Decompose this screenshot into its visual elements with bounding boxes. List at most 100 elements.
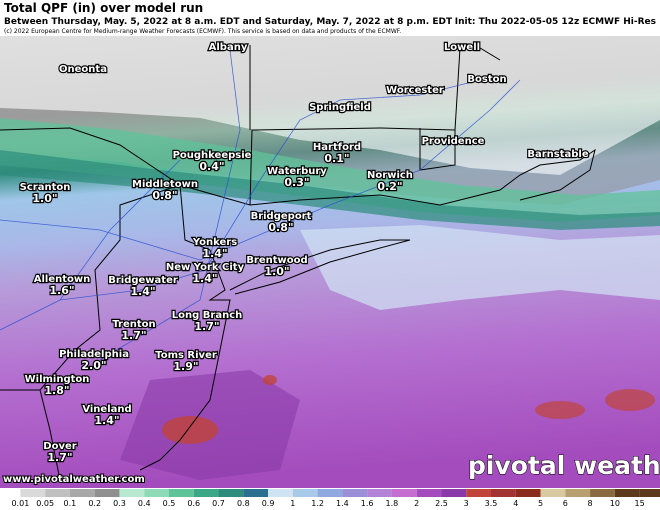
colorbar-swatch bbox=[94, 489, 120, 497]
qpf-amount: 0.8" bbox=[152, 189, 177, 202]
colorbar-label: 0.9 bbox=[262, 499, 275, 508]
qpf-amount: 1.7" bbox=[194, 320, 219, 333]
header-bg bbox=[0, 0, 660, 36]
teal-band bbox=[0, 150, 660, 230]
qpf-amount: 0.4" bbox=[199, 160, 224, 173]
qpf-amount: 0.1" bbox=[324, 152, 349, 165]
city-name: Dover bbox=[43, 441, 76, 452]
qpf-amount: 1.9" bbox=[173, 360, 198, 373]
colorbar-swatch bbox=[441, 489, 467, 497]
colorbar-label: 15 bbox=[635, 499, 645, 508]
colorbar-label: 3.5 bbox=[485, 499, 498, 508]
colorbar-swatch bbox=[317, 489, 343, 497]
qpf-amount: 1.8" bbox=[44, 384, 69, 397]
colorbar-swatch bbox=[491, 489, 516, 497]
city-name: Providence bbox=[422, 136, 485, 147]
colorbar-swatch bbox=[342, 489, 368, 497]
city-name: Barnstable bbox=[527, 149, 588, 160]
colorbar-swatch bbox=[218, 489, 244, 497]
colorbar-swatch bbox=[515, 489, 541, 497]
colorbar-label: 0.05 bbox=[36, 499, 54, 508]
city-name: Long Branch bbox=[172, 310, 242, 321]
qpf-amount: 2.0" bbox=[81, 359, 106, 372]
colorbar-label: 0.01 bbox=[11, 499, 29, 508]
city-name: Worcester bbox=[386, 85, 444, 96]
qpf-amount: 0.8" bbox=[268, 221, 293, 234]
light-precip bbox=[0, 36, 660, 175]
colorbar-label: 0.7 bbox=[212, 499, 225, 508]
city-name: Brentwood bbox=[246, 255, 307, 266]
colorbar-label: 1.6 bbox=[361, 499, 374, 508]
colorbar-label: 8 bbox=[588, 499, 593, 508]
colorbar-swatch bbox=[639, 489, 660, 497]
borders bbox=[0, 45, 596, 481]
colorbar-swatch bbox=[292, 489, 318, 497]
qpf-amount: 1.4" bbox=[192, 272, 217, 285]
colorbar-swatch bbox=[590, 489, 615, 497]
colorbar-label: 1 bbox=[290, 499, 295, 508]
colorbar-label: 3 bbox=[464, 499, 469, 508]
city-name: Scranton bbox=[20, 182, 71, 193]
city-name: Middletown bbox=[132, 179, 198, 190]
colorbar-swatch bbox=[169, 489, 194, 497]
colorbar-label: 0.2 bbox=[88, 499, 101, 508]
city-name: Albany bbox=[209, 42, 248, 53]
colorbar-label: 0.8 bbox=[237, 499, 250, 508]
qpf-amount: 1.6" bbox=[49, 284, 74, 297]
colorbar-label: 1.4 bbox=[336, 499, 349, 508]
qpf-amount: 1.4" bbox=[94, 414, 119, 427]
colorbar-swatch bbox=[268, 489, 293, 497]
colorbar-label: 2.5 bbox=[435, 499, 448, 508]
colorbar-swatch bbox=[243, 489, 269, 497]
colorbar-label: 5 bbox=[538, 499, 543, 508]
colorbar-label: 1.8 bbox=[386, 499, 399, 508]
city-name: Poughkeepsie bbox=[173, 150, 252, 161]
qpf-amount: 0.3" bbox=[284, 176, 309, 189]
colorbar-swatch bbox=[119, 489, 145, 497]
city-name: Yonkers bbox=[192, 237, 237, 248]
colorbar-label: 0.4 bbox=[138, 499, 151, 508]
colorbar-swatch bbox=[540, 489, 566, 497]
colorbar-swatch bbox=[466, 489, 491, 497]
colorbar-label: 10 bbox=[610, 499, 620, 508]
city-name: Allentown bbox=[34, 274, 91, 285]
qpf-amount: 1.0" bbox=[32, 192, 57, 205]
colorbar-swatch bbox=[391, 489, 417, 497]
colorbar-label: 6 bbox=[563, 499, 568, 508]
copyright: (c) 2022 European Centre for Medium-rang… bbox=[4, 28, 401, 35]
brand: pivotal weather bbox=[468, 451, 660, 480]
city-name: Trenton bbox=[112, 319, 155, 330]
light-blue-area bbox=[300, 225, 660, 310]
city-name: Hartford bbox=[313, 142, 361, 153]
city-name: Lowell bbox=[444, 42, 480, 53]
max-area bbox=[162, 416, 218, 444]
colorbar-label: 0.5 bbox=[163, 499, 176, 508]
colorbar-label: 0.3 bbox=[113, 499, 126, 508]
url: www.pivotalweather.com bbox=[3, 474, 145, 485]
colorbar-swatch bbox=[20, 489, 46, 497]
max-area bbox=[605, 389, 655, 411]
qpf-amount: 1.7" bbox=[121, 329, 146, 342]
city-name: Oneonta bbox=[59, 64, 107, 75]
city-name: Toms River bbox=[155, 350, 217, 361]
city-name: Bridgeport bbox=[251, 211, 312, 222]
qpf-amount: 1.7" bbox=[47, 451, 72, 464]
green-band bbox=[0, 118, 660, 222]
colorbar-label: 2 bbox=[414, 499, 419, 508]
city-name: Bridgewater bbox=[108, 275, 178, 286]
qpf-amount: 1.4" bbox=[202, 247, 227, 260]
title: Total QPF (in) over model run bbox=[4, 1, 203, 15]
city-name: Philadelphia bbox=[59, 349, 129, 360]
colorbar-swatch bbox=[45, 489, 70, 497]
city-name: New York City bbox=[166, 262, 245, 273]
colorbar-swatch bbox=[565, 489, 591, 497]
gray-band bbox=[0, 108, 660, 205]
colorbar-label: 0.1 bbox=[64, 499, 77, 508]
colorbar-swatch bbox=[144, 489, 169, 497]
colorbar-label: 1.2 bbox=[311, 499, 324, 508]
colorbar-label: 4 bbox=[513, 499, 518, 508]
qpf-amount: 1.0" bbox=[264, 265, 289, 278]
qpf-amount: 0.2" bbox=[377, 180, 402, 193]
colorbar-swatch bbox=[193, 489, 219, 497]
